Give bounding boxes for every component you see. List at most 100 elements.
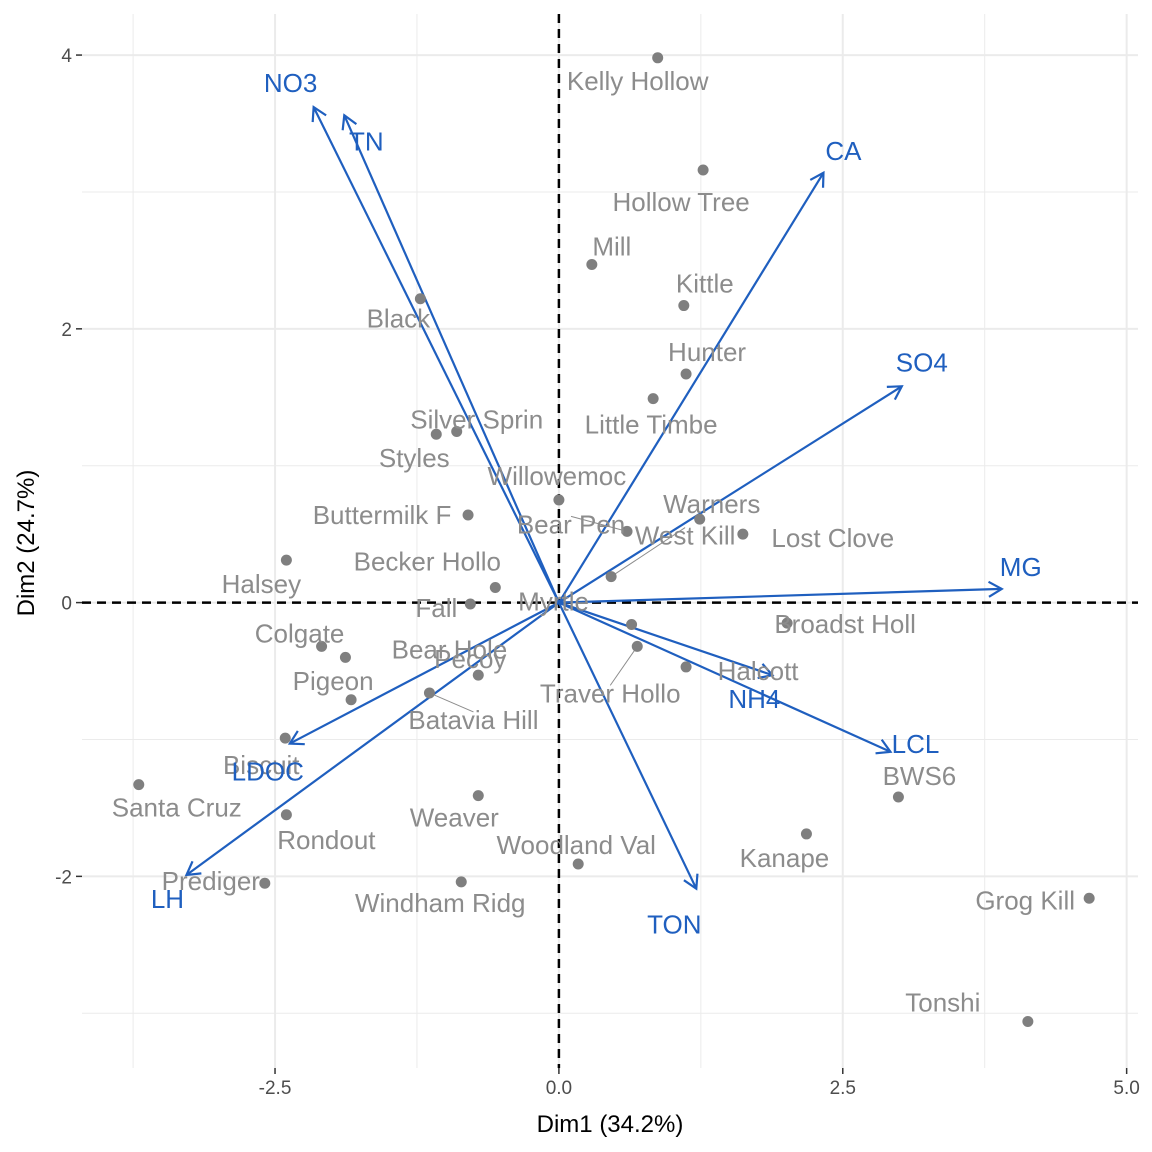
label-leader-line — [570, 515, 628, 532]
axes: -2.5 0.0 2.5 5.0 -2 0 2 4 — [55, 46, 1140, 1099]
observation-point — [345, 694, 357, 706]
variable-arrowhead — [184, 860, 202, 877]
observation-label: Kelly Hollow — [567, 66, 709, 96]
observation-label: Prediger — [162, 866, 261, 896]
x-axis-title: Dim1 (34.2%) — [537, 1111, 684, 1138]
label-leader-line — [609, 646, 638, 686]
variable-arrow — [558, 601, 773, 677]
label-leader-line — [429, 692, 474, 713]
observation-label: Pigeon — [293, 666, 374, 696]
observation-label: Rondout — [277, 825, 376, 855]
y-tick-label: -2 — [55, 867, 72, 888]
variable-label: TON — [647, 910, 701, 940]
variable-arrow — [558, 385, 903, 604]
observation-label: Black — [367, 304, 432, 334]
observation-label: Silver Sprin — [410, 404, 543, 434]
observation-label: Hollow Tree — [612, 187, 749, 217]
observation-point — [737, 528, 749, 540]
observation-point — [414, 293, 426, 305]
variable-arrow — [557, 602, 698, 890]
observation-label: Fall — [415, 593, 457, 623]
observation-point — [472, 790, 484, 802]
label-leader-line — [610, 527, 686, 578]
observation-point — [800, 828, 812, 840]
observation-point — [423, 687, 435, 699]
observation-labels: Kelly Hollow Hollow Tree Mill Kittle Black Hu… — [112, 66, 1075, 1018]
observation-label: Lost Clove — [771, 523, 894, 553]
observation-point — [605, 571, 617, 583]
observation-point — [781, 617, 793, 629]
observation-label: Halsey — [222, 569, 301, 599]
observation-label: Kanape — [740, 843, 830, 873]
observation-label: Batavia Hill — [408, 705, 538, 735]
observation-point — [678, 300, 690, 312]
variable-label: LCL — [892, 729, 940, 759]
observation-label: Becker Hollo — [354, 547, 501, 577]
variable-arrow — [557, 172, 825, 604]
zero-reference-lines — [82, 14, 1138, 1068]
observation-label: Hunter — [668, 337, 746, 367]
observation-label: Traver Hollo — [540, 678, 681, 708]
observation-point — [430, 428, 442, 440]
variable-arrowhead — [341, 113, 358, 131]
y-axis-title: Dim2 (24.7%) — [13, 470, 40, 617]
observation-label: Colgate — [255, 618, 345, 648]
variable-arrows — [184, 105, 1004, 891]
observation-point — [489, 582, 501, 594]
variable-label: NO3 — [264, 68, 317, 98]
variable-arrowhead — [809, 170, 825, 188]
observation-label: Weaver — [410, 803, 499, 833]
y-tick-label: 4 — [61, 46, 72, 67]
observation-point — [621, 525, 633, 537]
observation-point — [133, 779, 145, 791]
observation-point — [280, 809, 292, 821]
observation-label: BWS6 — [883, 761, 957, 791]
observation-label: Bear Hole — [392, 634, 508, 664]
variable-labels: NO3 TN CA SO4 MG NH4 LCL TON LDOC LH — [151, 68, 1042, 940]
observation-point — [553, 494, 565, 506]
variable-arrow — [343, 114, 560, 604]
label-leader-lines — [429, 515, 686, 713]
observation-point — [451, 425, 463, 437]
observation-label: Santa Cruz — [112, 793, 242, 823]
variable-arrowhead — [287, 730, 305, 746]
y-tick-label: 0 — [61, 594, 72, 615]
variable-arrow — [312, 106, 560, 604]
observation-point — [697, 164, 709, 176]
observation-point — [586, 258, 598, 270]
observation-label: Biscuit — [223, 750, 300, 780]
observation-point — [455, 876, 467, 888]
observation-label: Little Timbe — [585, 410, 718, 440]
variable-arrow — [289, 601, 560, 745]
observation-label: Woodland Val — [496, 830, 655, 860]
observation-point — [652, 52, 664, 64]
variable-arrow — [185, 601, 560, 876]
variable-arrowhead — [988, 580, 1004, 598]
observation-label: Kittle — [676, 269, 734, 299]
variable-label: LH — [151, 884, 184, 914]
variable-label: LDOC — [232, 757, 304, 787]
observation-label: Warners — [663, 489, 760, 519]
variable-arrowhead — [311, 105, 327, 123]
observation-label: West Kill — [635, 521, 736, 551]
variable-label: TN — [349, 126, 384, 156]
observation-label: Styles — [379, 443, 450, 473]
variable-label: SO4 — [896, 347, 948, 377]
x-tick-label: 0.0 — [546, 1078, 572, 1099]
observation-label: Willowemoc — [488, 461, 627, 491]
variable-arrowhead — [886, 385, 904, 401]
observation-label: Grog Kill — [975, 885, 1075, 915]
variable-arrowhead — [757, 663, 775, 680]
observation-point — [680, 661, 692, 673]
observation-point — [572, 858, 584, 870]
variable-arrowhead — [683, 873, 699, 891]
x-tick-label: 2.5 — [830, 1078, 856, 1099]
observation-label: Myrtle — [518, 586, 589, 616]
observation-label: Tonshi — [905, 987, 980, 1017]
observation-point — [280, 554, 292, 566]
observation-point — [626, 618, 638, 630]
observation-point — [1083, 892, 1095, 904]
x-tick-label: 5.0 — [1113, 1078, 1139, 1099]
